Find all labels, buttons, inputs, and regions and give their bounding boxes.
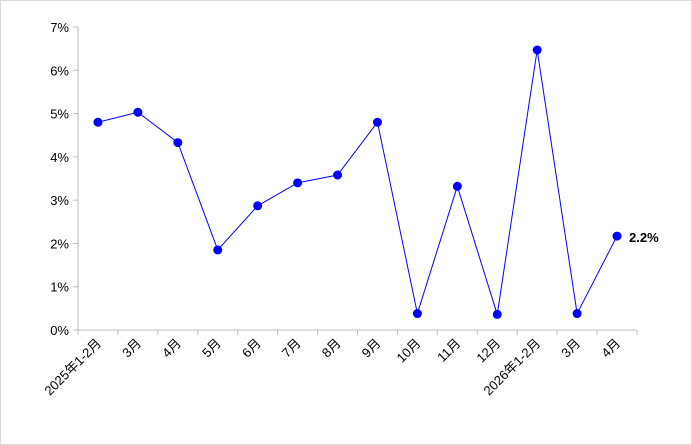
data-point	[133, 107, 143, 117]
data-point	[293, 178, 303, 188]
y-tick-label: 3%	[50, 193, 69, 208]
data-point	[412, 309, 422, 319]
y-tick-label: 2%	[50, 236, 69, 251]
y-tick-label: 1%	[50, 280, 69, 295]
data-point	[93, 117, 103, 127]
y-tick-label: 0%	[50, 323, 69, 338]
y-tick-label: 5%	[50, 107, 69, 122]
data-point	[572, 309, 582, 319]
data-point	[612, 231, 622, 241]
data-point	[213, 245, 223, 255]
data-point	[492, 309, 502, 319]
data-point	[372, 117, 382, 127]
y-tick-label: 7%	[50, 20, 69, 35]
data-point	[173, 138, 183, 148]
data-point	[452, 181, 462, 191]
data-point	[333, 170, 343, 180]
data-point	[532, 45, 542, 55]
y-tick-label: 4%	[50, 150, 69, 165]
y-tick-label: 6%	[50, 63, 69, 78]
data-label: 2.2%	[629, 230, 659, 245]
data-point	[253, 201, 263, 211]
series-line	[97, 49, 618, 316]
